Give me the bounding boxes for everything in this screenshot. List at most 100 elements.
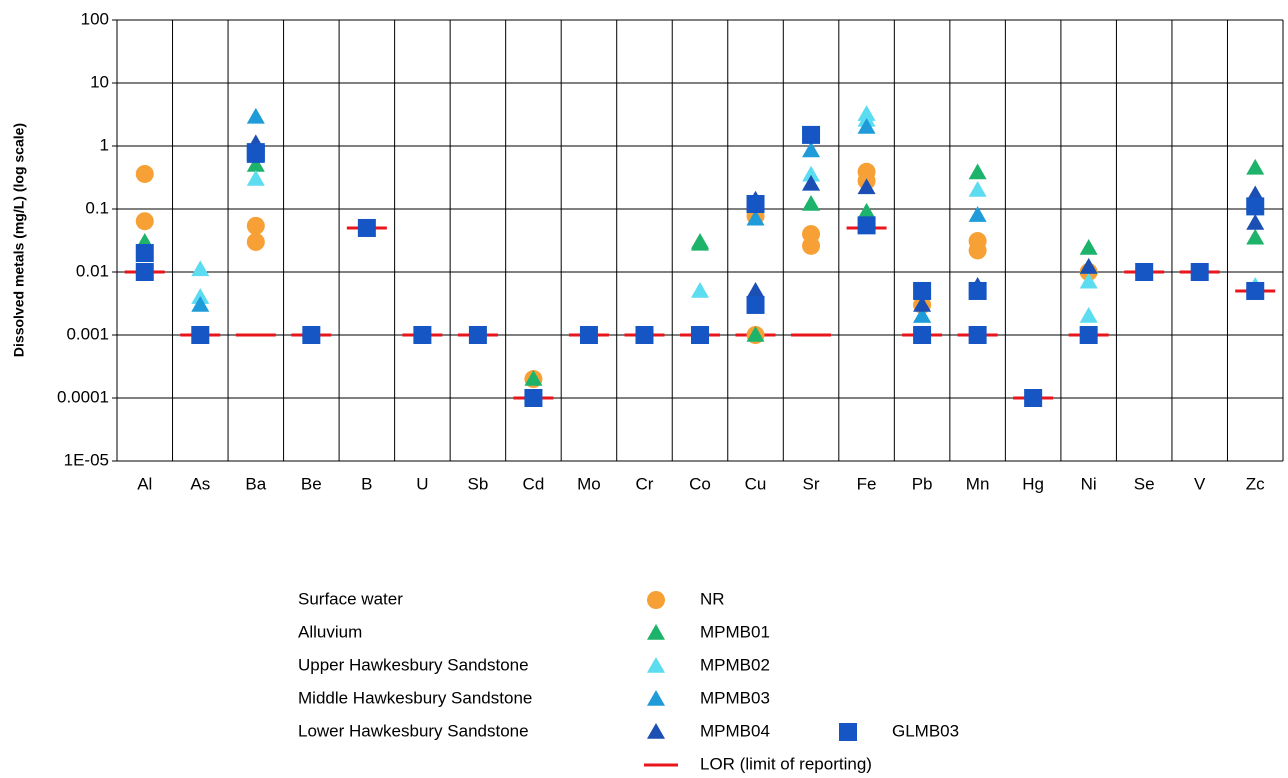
point	[746, 281, 765, 298]
x-tick-label: Ni	[1081, 474, 1097, 493]
x-tick-label: B	[361, 474, 372, 493]
legend-marker	[647, 690, 665, 706]
point	[802, 236, 821, 255]
point	[246, 216, 265, 235]
x-tick-label: As	[190, 474, 210, 493]
point	[802, 125, 821, 144]
point	[413, 326, 432, 344]
legend-marker	[839, 723, 857, 741]
point	[1079, 307, 1098, 323]
point	[968, 281, 987, 300]
x-tick-label: Cu	[745, 474, 767, 493]
point	[857, 118, 876, 134]
point	[191, 326, 210, 344]
point	[746, 195, 765, 214]
point	[135, 244, 154, 263]
legend-marker	[647, 723, 665, 739]
x-tick-label: V	[1194, 474, 1206, 493]
point	[191, 295, 210, 312]
point	[357, 218, 376, 237]
point	[857, 216, 876, 235]
point	[913, 281, 932, 300]
point	[1079, 272, 1098, 289]
legend-label: MPMB03	[700, 688, 770, 707]
point	[246, 107, 265, 124]
legend-group: Lower Hawkesbury Sandstone	[298, 721, 529, 740]
point	[802, 141, 821, 158]
point	[802, 174, 821, 191]
legend-marker	[647, 657, 665, 673]
point	[191, 260, 210, 277]
x-tick-label: Sb	[468, 474, 489, 493]
point	[913, 295, 932, 312]
point	[802, 165, 821, 182]
legend-marker	[647, 624, 665, 640]
point	[246, 155, 265, 172]
x-tick-label: Al	[137, 474, 152, 493]
legend-group: Alluvium	[298, 622, 362, 641]
x-tick-label: Ba	[245, 474, 266, 493]
point	[1079, 326, 1098, 344]
point	[802, 195, 821, 211]
point	[246, 169, 265, 186]
point	[635, 326, 654, 344]
legend-label: MPMB01	[700, 622, 770, 641]
point	[524, 370, 543, 386]
legend-marker	[647, 591, 665, 609]
point	[468, 326, 487, 344]
point	[1024, 389, 1043, 407]
point	[1246, 158, 1265, 175]
point	[913, 326, 932, 344]
legend-label: MPMB04	[700, 721, 770, 740]
point	[1246, 213, 1265, 230]
x-tick-label: Hg	[1022, 474, 1044, 493]
point	[1246, 197, 1265, 216]
y-tick-label: 0.01	[76, 261, 109, 280]
x-tick-label: Zc	[1246, 474, 1265, 493]
point	[1246, 185, 1265, 202]
point	[1246, 281, 1265, 300]
point	[968, 241, 987, 260]
point	[135, 164, 154, 183]
point	[691, 326, 709, 344]
x-tick-label: Se	[1134, 474, 1155, 493]
legend-label: GLMB03	[892, 721, 959, 740]
point	[246, 232, 265, 251]
point	[746, 209, 765, 226]
x-tick-label: Co	[689, 474, 711, 493]
point	[135, 263, 154, 281]
point	[691, 281, 709, 298]
legend-label: LOR (limit of reporting)	[700, 754, 872, 773]
point	[1079, 239, 1098, 255]
x-tick-label: Be	[301, 474, 322, 493]
point	[857, 178, 876, 195]
point	[302, 326, 321, 344]
x-tick-label: Mo	[577, 474, 601, 493]
point	[524, 389, 543, 407]
y-axis-label: Dissolved metals (mg/L) (log scale)	[11, 123, 27, 357]
x-tick-label: Mn	[966, 474, 990, 493]
point	[135, 212, 154, 231]
y-tick-label: 1	[100, 135, 109, 154]
y-tick-label: 10	[90, 72, 109, 91]
point	[968, 326, 987, 344]
point	[746, 326, 765, 342]
point	[968, 163, 987, 180]
legend-group: Surface water	[298, 589, 403, 608]
y-tick-label: 0.001	[66, 324, 109, 343]
point	[857, 202, 876, 219]
y-tick-label: 100	[81, 9, 109, 28]
y-tick-label: 0.0001	[57, 387, 109, 406]
point	[913, 307, 932, 323]
y-tick-label: 1E-05	[64, 450, 109, 469]
point	[1190, 263, 1209, 281]
point	[1135, 263, 1154, 281]
point	[968, 181, 987, 197]
point	[746, 295, 765, 314]
x-tick-label: U	[416, 474, 428, 493]
point	[579, 326, 598, 344]
point	[968, 206, 987, 222]
legend-label: MPMB02	[700, 655, 770, 674]
